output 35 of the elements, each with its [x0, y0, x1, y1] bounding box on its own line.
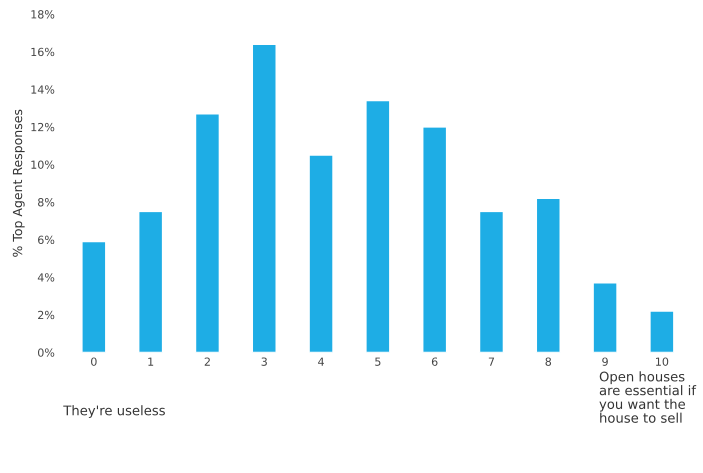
y-tick-label: 0% [38, 348, 54, 357]
x-tick-label: 2 [204, 357, 210, 366]
bar [649, 310, 675, 352]
text: Open houses are essential if you want the house to sell [599, 371, 696, 423]
y-tick-label: 16% [31, 48, 54, 56]
bar [308, 154, 334, 352]
y-axis-title: % Top Agent Responses [12, 110, 25, 257]
y-tick-label: 8% [38, 198, 54, 206]
x-tick-label: 3 [262, 357, 267, 366]
x-tick-label: 4 [318, 358, 324, 366]
bar [81, 240, 106, 352]
bar [422, 126, 448, 352]
x-tick-label: 7 [488, 358, 494, 366]
bar [252, 44, 277, 352]
x-tick-label: 9 [602, 357, 608, 366]
bar [365, 100, 390, 352]
text: They're useless [63, 405, 165, 418]
x-tick-label: 8 [545, 357, 552, 366]
y-tick-label: 18% [31, 10, 54, 19]
y-tick-label: 2% [38, 310, 54, 320]
bar [478, 210, 504, 352]
bar [194, 113, 220, 352]
x-tick-label: 5 [375, 358, 380, 366]
bar [138, 210, 164, 352]
x-tick-label: 1 [148, 358, 154, 366]
x-tick-label: 0 [91, 357, 97, 366]
bar [536, 198, 561, 352]
x-tick-label: 10 [656, 357, 668, 366]
y-tick-label: 10% [31, 160, 54, 169]
y-tick-label: 6% [38, 236, 54, 244]
bar [592, 282, 618, 352]
y-tick-label: 4% [38, 273, 54, 282]
y-tick-label: 14% [31, 85, 54, 94]
y-tick-label: 12% [31, 122, 54, 132]
x-tick-label: 6 [432, 357, 438, 366]
